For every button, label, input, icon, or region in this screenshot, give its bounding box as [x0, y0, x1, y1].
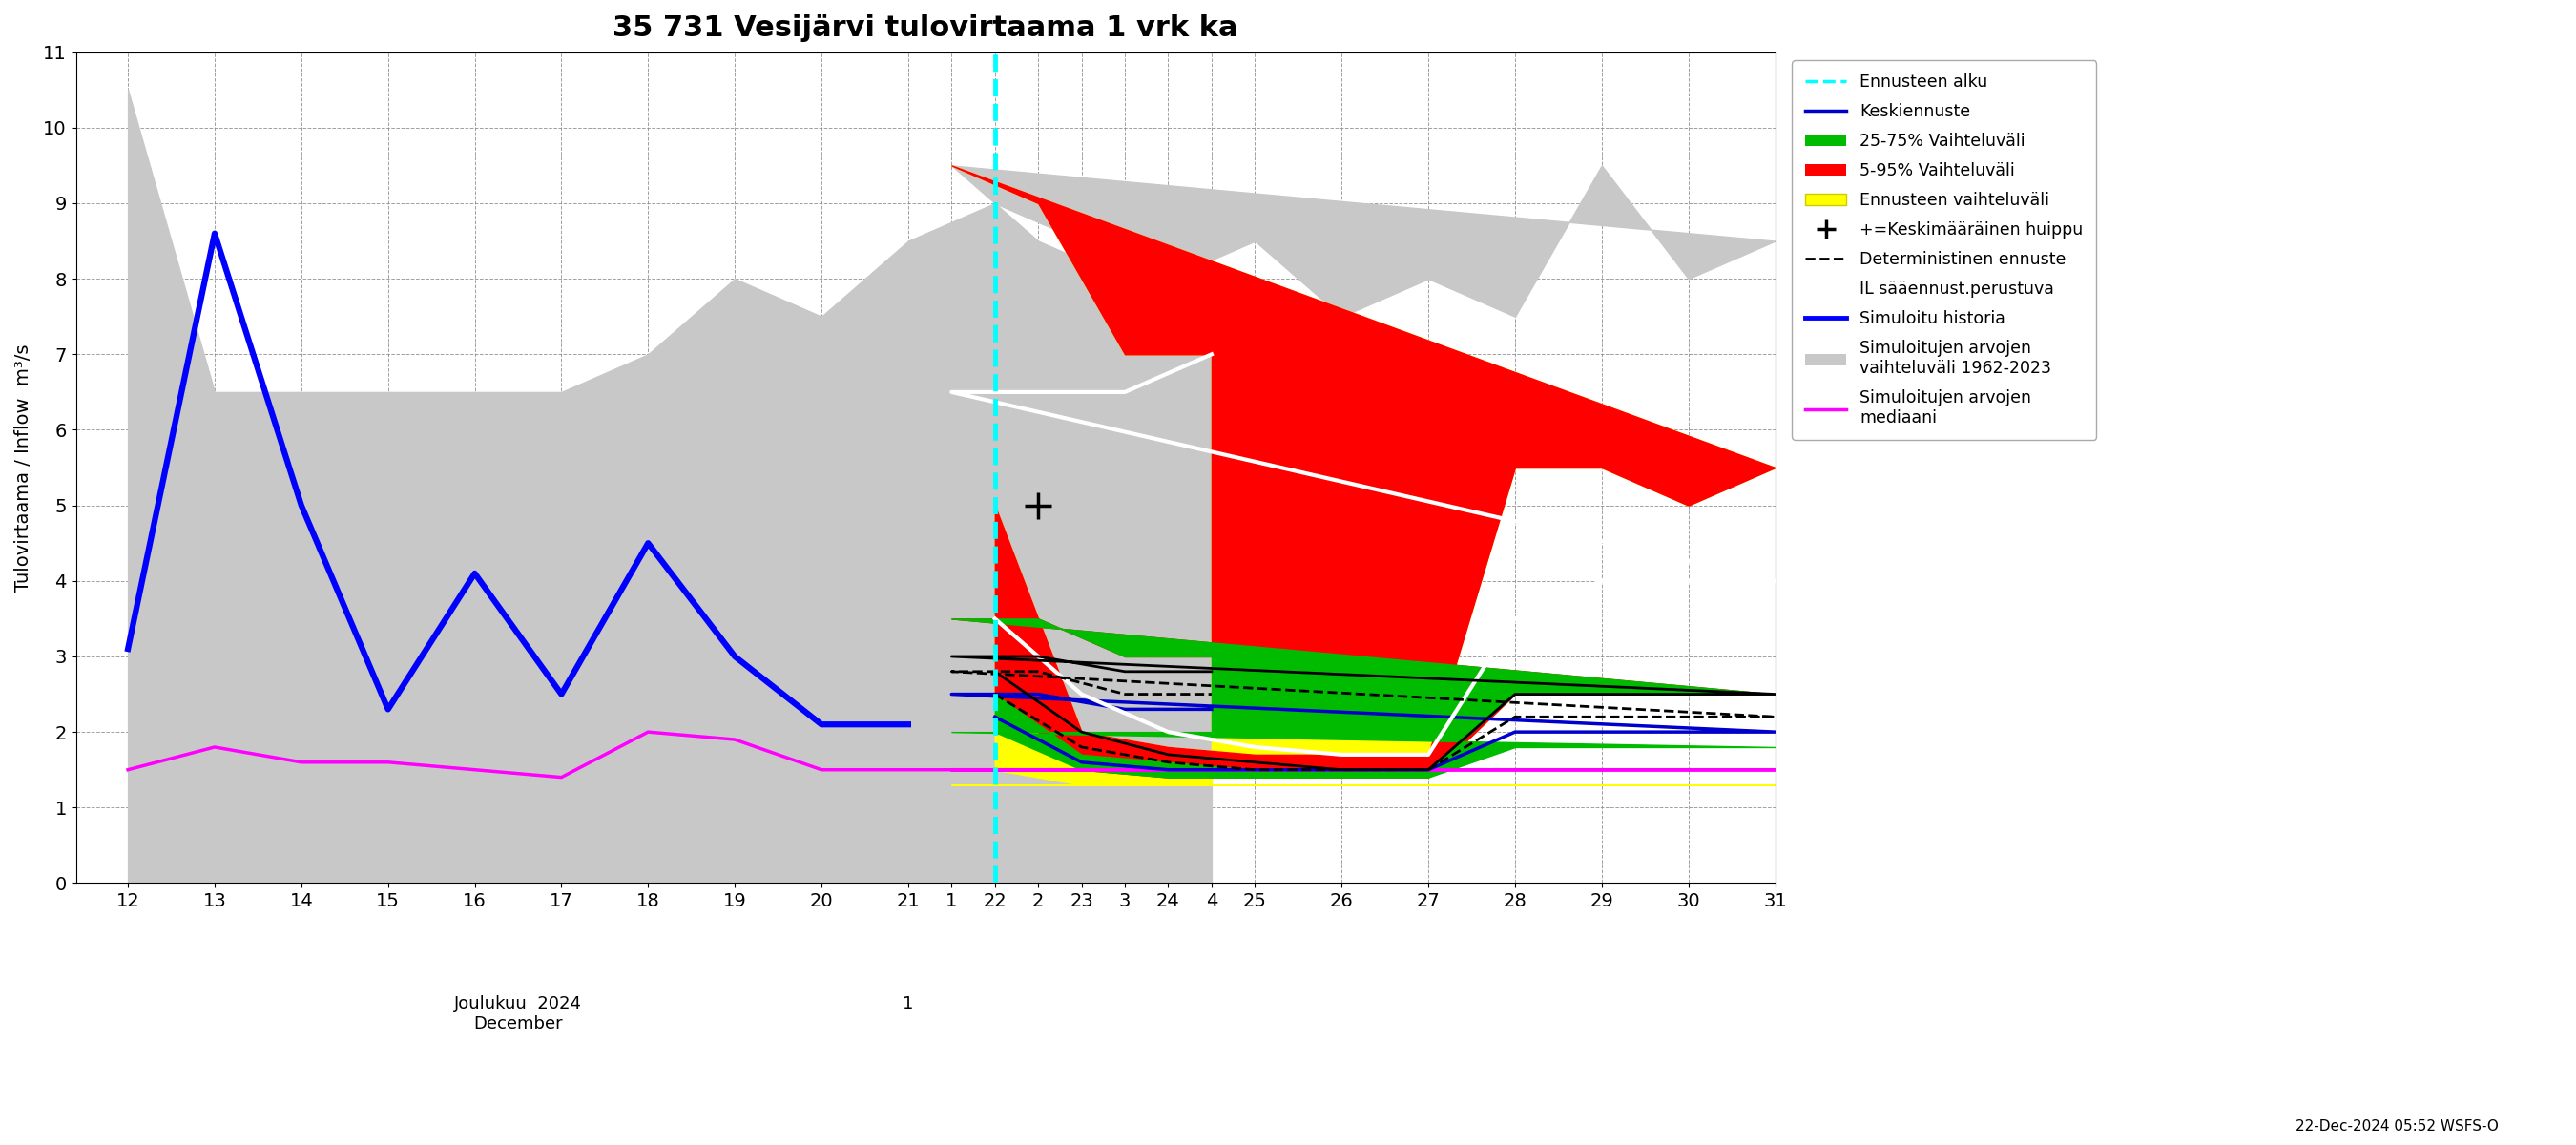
Y-axis label: Tulovirtaama / Inflow  m³/s: Tulovirtaama / Inflow m³/s: [15, 344, 33, 592]
Title: 35 731 Vesijärvi tulovirtaama 1 vrk ka: 35 731 Vesijärvi tulovirtaama 1 vrk ka: [613, 14, 1239, 42]
Text: Joulukuu  2024
December: Joulukuu 2024 December: [453, 995, 582, 1033]
Text: 1: 1: [902, 995, 914, 1012]
Legend: Ennusteen alku, Keskiennuste, 25-75% Vaihteluväli, 5-95% Vaihteluväli, Ennusteen: Ennusteen alku, Keskiennuste, 25-75% Vai…: [1793, 61, 2097, 440]
Text: 22-Dec-2024 05:52 WSFS-O: 22-Dec-2024 05:52 WSFS-O: [2295, 1120, 2499, 1134]
